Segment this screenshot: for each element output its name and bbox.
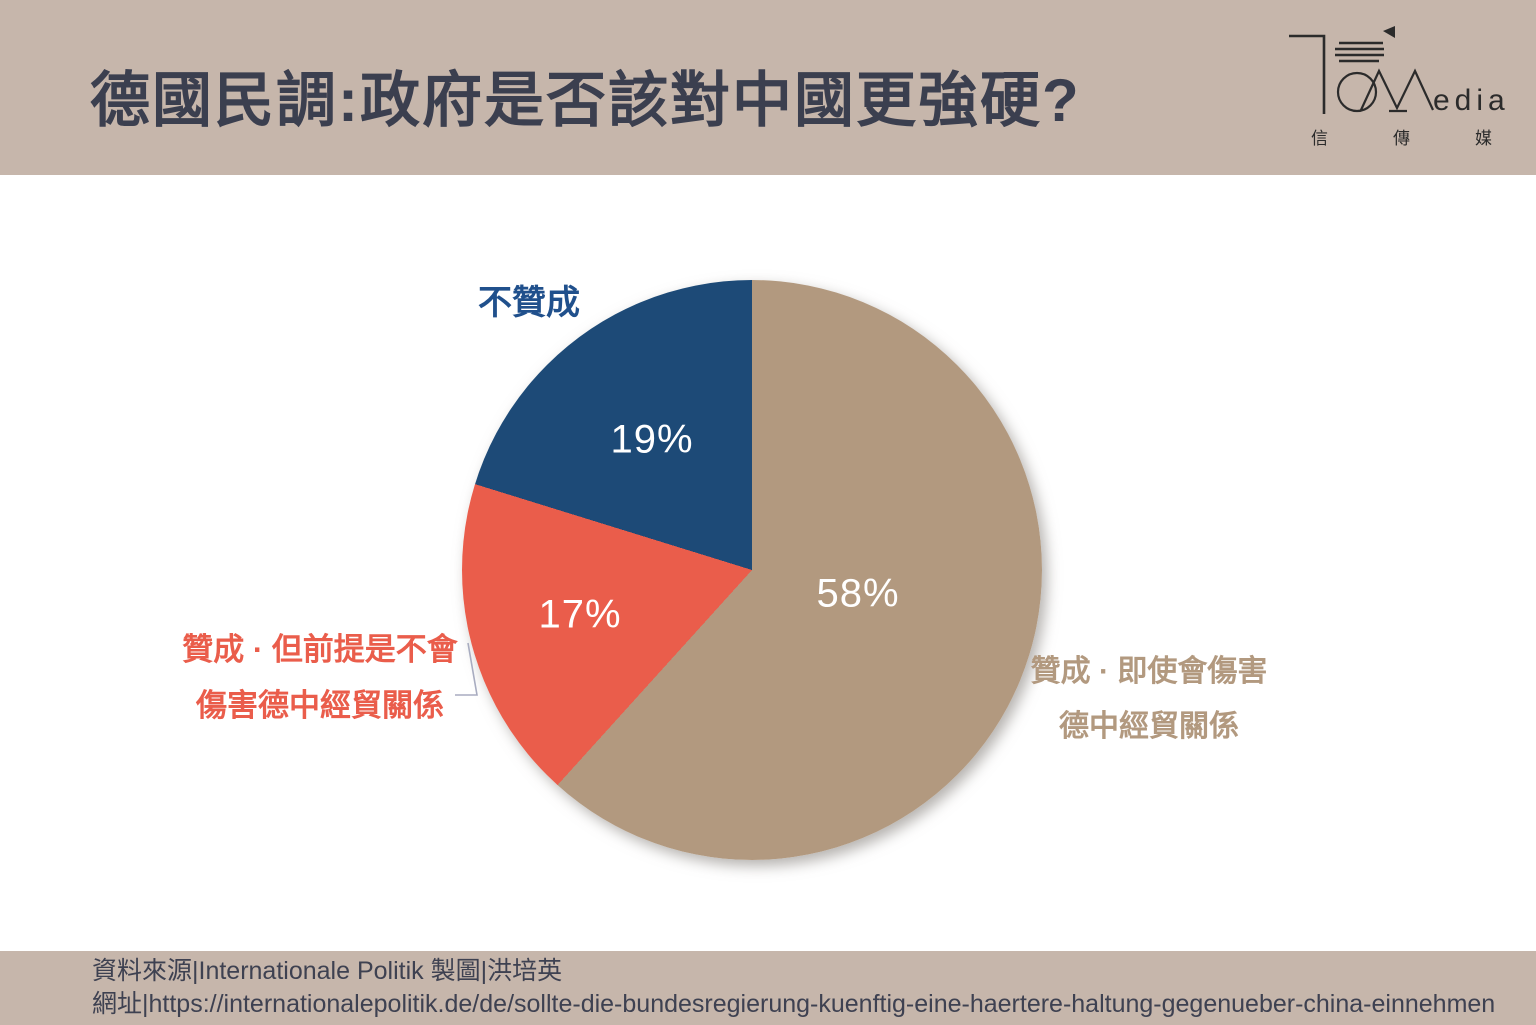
slice-label-conditional-line2: 傷害德中經貿關係 [196, 688, 444, 723]
logo-cjk-2: 傳 [1393, 129, 1410, 148]
percent-label-disapprove: 19% [610, 417, 694, 462]
page-title: 德國民調:政府是否該對中國更強硬? [90, 67, 1081, 134]
percent-label-conditional: 17% [538, 592, 622, 637]
url-line: 網址|https://internationalepolitik.de/de/s… [92, 990, 1496, 1018]
footer-band: 資料來源|Internationale Politik 製圖|洪培英 網址|ht… [0, 951, 1536, 1025]
logo-cjk-1: 信 [1311, 129, 1328, 148]
cmedia-logo: edia 信 傳 媒 [1289, 26, 1508, 148]
cmedia-monogram [1289, 26, 1434, 114]
logo-word: edia [1433, 84, 1508, 117]
footer-text: 資料來源|Internationale Politik 製圖|洪培英 網址|ht… [92, 955, 1495, 1021]
slice-label-disapprove: 不贊成 [478, 284, 580, 322]
logo-cjk-3: 媒 [1475, 129, 1492, 148]
slice-label-approve-line1: 贊成 · 即使會傷害 [1030, 655, 1268, 688]
pie [462, 280, 1042, 860]
pie-chart: 58% 17% 19% [462, 280, 1042, 860]
header-band: 德國民調:政府是否該對中國更強硬? edia 信 傳 媒 [0, 0, 1536, 175]
slice-label-conditional-line1: 贊成 · 但前提是不會 [182, 632, 458, 667]
slice-label-approve: 贊成 · 即使會傷害 德中經貿關係 [1018, 644, 1280, 754]
slice-label-conditional: 贊成 · 但前提是不會 傷害德中經貿關係 [170, 622, 470, 734]
source-line: 資料來源|Internationale Politik 製圖|洪培英 [92, 957, 563, 985]
percent-label-approve: 58% [816, 571, 900, 616]
leader-line [455, 642, 478, 696]
slice-label-approve-line2: 德中經貿關係 [1059, 710, 1239, 743]
